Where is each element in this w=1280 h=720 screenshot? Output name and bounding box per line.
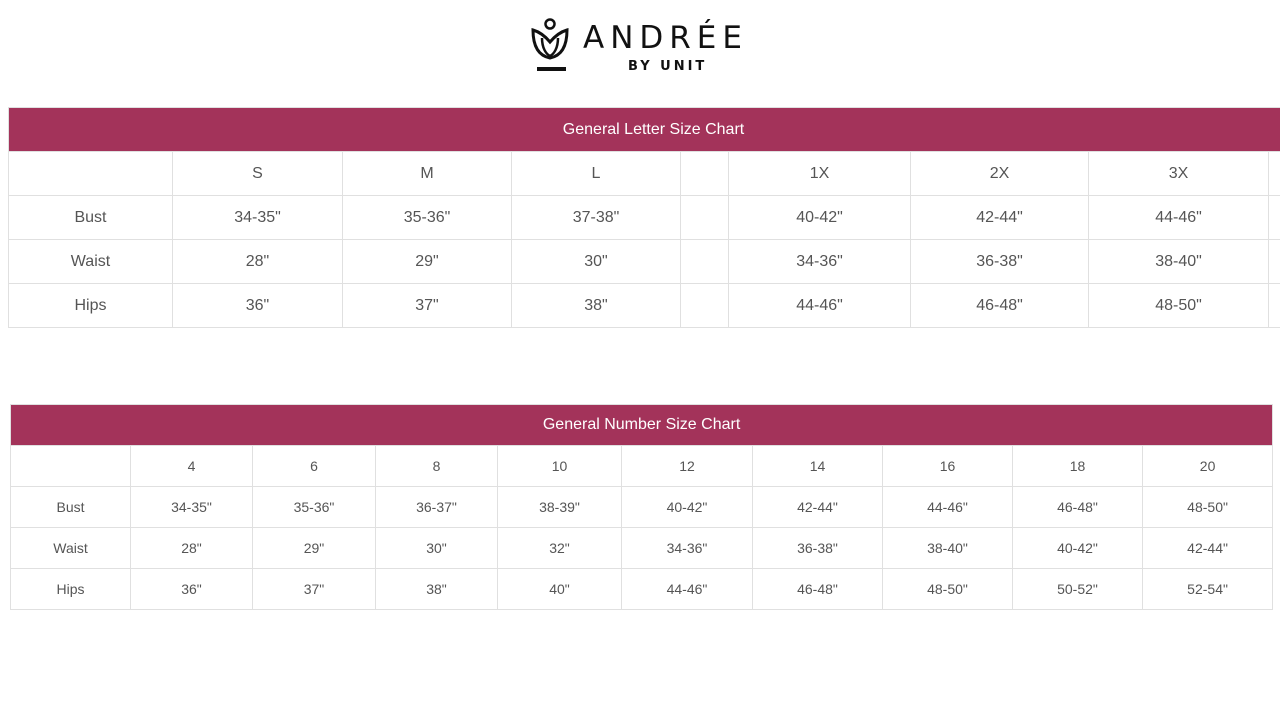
header-cell: 16 — [882, 445, 1013, 487]
row-label: Waist — [10, 527, 131, 569]
chart-title: General Letter Size Chart — [7, 107, 1280, 152]
table-cell: 46-48" — [752, 568, 883, 610]
header-cell: 8 — [375, 445, 498, 487]
table-cell: 40" — [497, 568, 622, 610]
row-label: Hips — [8, 283, 173, 328]
header-cell: 14 — [752, 445, 883, 487]
table-cell: 37-38" — [511, 195, 681, 240]
table-cell: 28" — [130, 527, 253, 569]
header-row: 4 6 8 10 12 14 16 18 20 — [10, 445, 1274, 487]
table-cell: 38-39" — [497, 486, 622, 528]
table-cell: 44-46" — [621, 568, 753, 610]
table-row: Waist 28" 29" 30" 34-36" 36-38" 38-40" — [8, 239, 1280, 284]
row-label: Waist — [8, 239, 173, 284]
header-row: S M L 1X 2X 3X — [8, 151, 1280, 196]
table-cell: 50-52" — [1012, 568, 1143, 610]
table-cell: 34-36" — [621, 527, 753, 569]
header-cell: L — [511, 151, 681, 196]
table-cell: 38" — [511, 283, 681, 328]
table-cell: 34-35" — [130, 486, 253, 528]
table-cell: 48-50" — [1141, 486, 1274, 528]
table-cell: 42-44" — [910, 195, 1089, 240]
brand-name: ANDRÉE — [583, 20, 748, 56]
table-cell: 44-46" — [1088, 195, 1269, 240]
table-cell: 37" — [342, 283, 512, 328]
header-cell: 20 — [1141, 445, 1274, 487]
brand-subtitle: BY UNIT — [628, 59, 708, 74]
header-cell: 12 — [621, 445, 753, 487]
header-cell: 18 — [1012, 445, 1143, 487]
header-cell: 3X — [1088, 151, 1269, 196]
table-row: Waist 28" 29" 30" 32" 34-36" 36-38" 38-40" 40-42… — [10, 527, 1274, 569]
table-cell: 29" — [342, 239, 512, 284]
header-cell — [680, 151, 729, 196]
table-cell — [1267, 239, 1280, 284]
andree-logo-icon — [531, 18, 569, 71]
table-cell: 30" — [375, 527, 498, 569]
table-cell — [680, 195, 729, 240]
header-cell — [10, 445, 131, 487]
table-cell: 46-48" — [1012, 486, 1143, 528]
table-cell — [1267, 195, 1280, 240]
table-cell: 36-38" — [752, 527, 883, 569]
table-cell: 46-48" — [910, 283, 1089, 328]
header-cell: 4 — [130, 445, 253, 487]
header-cell: 6 — [252, 445, 376, 487]
table-cell: 37" — [252, 568, 376, 610]
table-cell: 42-44" — [752, 486, 883, 528]
table-cell: 34-35" — [172, 195, 343, 240]
table-cell: 36-37" — [375, 486, 498, 528]
header-cell: 1X — [728, 151, 911, 196]
table-cell: 38" — [375, 568, 498, 610]
header-cell — [8, 151, 173, 196]
table-cell: 44-46" — [882, 486, 1013, 528]
table-cell: 48-50" — [1088, 283, 1269, 328]
header-cell: 10 — [497, 445, 622, 487]
row-label: Bust — [8, 195, 173, 240]
table-cell: 38-40" — [882, 527, 1013, 569]
table-cell: 40-42" — [728, 195, 911, 240]
table-cell: 52-54" — [1141, 568, 1274, 610]
table-row: Hips 36" 37" 38" 40" 44-46" 46-48" 48-50" 50-52"… — [10, 568, 1274, 610]
table-cell: 28" — [172, 239, 343, 284]
table-cell: 38-40" — [1088, 239, 1269, 284]
table-cell: 36-38" — [910, 239, 1089, 284]
header-cell: S — [172, 151, 343, 196]
table-cell: 40-42" — [621, 486, 753, 528]
header-cell: M — [342, 151, 512, 196]
header-cell: 2X — [910, 151, 1089, 196]
table-cell: 34-36" — [728, 239, 911, 284]
letter-size-chart: General Letter Size Chart S M L 1X 2X 3X… — [7, 107, 1280, 328]
table-cell: 42-44" — [1141, 527, 1274, 569]
table-cell — [1267, 283, 1280, 328]
table-row: Bust 34-35" 35-36" 36-37" 38-39" 40-42" 42-44"… — [10, 486, 1274, 528]
table-cell: 44-46" — [728, 283, 911, 328]
table-cell: 35-36" — [342, 195, 512, 240]
number-size-chart: General Number Size Chart 4 6 8 10 12 14 16 18 2… — [9, 404, 1274, 610]
row-label: Hips — [10, 568, 131, 610]
table-cell: 36" — [172, 283, 343, 328]
table-cell: 30" — [511, 239, 681, 284]
table-cell: 32" — [497, 527, 622, 569]
header-cell — [1267, 151, 1280, 196]
table-cell: 36" — [130, 568, 253, 610]
chart-title: General Number Size Chart — [9, 404, 1274, 446]
table-cell: 48-50" — [882, 568, 1013, 610]
table-row: Hips 36" 37" 38" 44-46" 46-48" 48-50" — [8, 283, 1280, 328]
table-cell: 35-36" — [252, 486, 376, 528]
table-cell: 40-42" — [1012, 527, 1143, 569]
table-cell — [680, 239, 729, 284]
table-cell — [680, 283, 729, 328]
table-cell: 29" — [252, 527, 376, 569]
table-row: Bust 34-35" 35-36" 37-38" 40-42" 42-44" 44-46" — [8, 195, 1280, 240]
row-label: Bust — [10, 486, 131, 528]
